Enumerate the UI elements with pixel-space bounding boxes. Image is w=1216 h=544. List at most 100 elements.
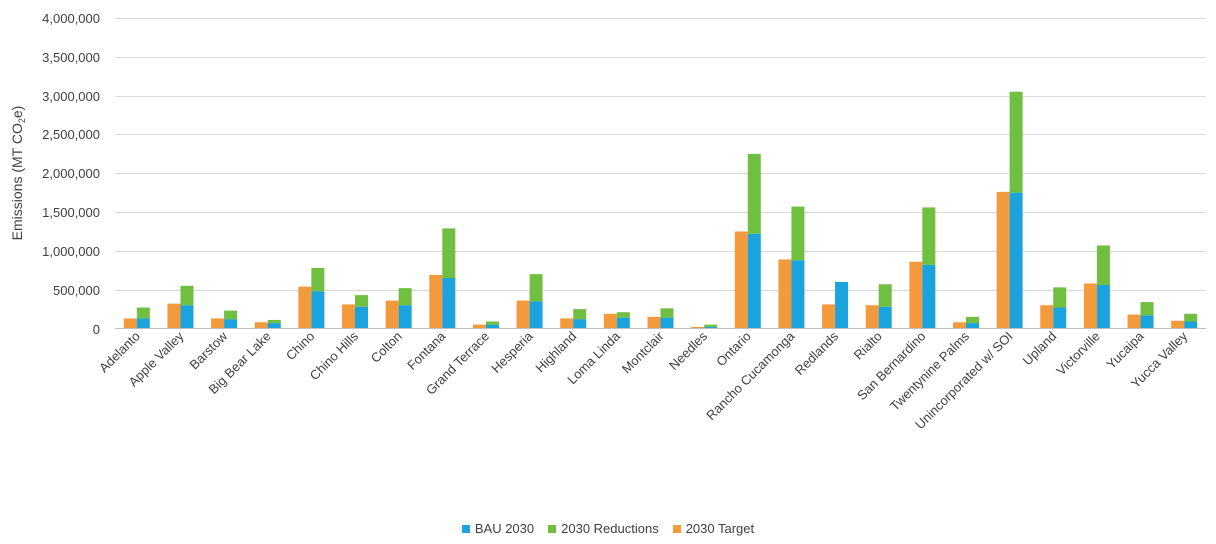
- y-axis-tick-labels: 0 500,000 1,000,000 1,500,000 2,000,000 2,500…: [42, 11, 100, 337]
- bar-bau-2030-yucca-valley: [1184, 321, 1198, 329]
- bars: [123, 91, 1198, 329]
- bar-2030-target-colton: [385, 300, 399, 329]
- bar-2030-reductions-colton: [398, 288, 412, 306]
- bar-bau-2030-san-bernardino: [922, 264, 936, 329]
- bar-2030-reductions-unincorporated-w-soi: [1009, 91, 1023, 193]
- bar-bau-2030-ontario: [747, 233, 761, 329]
- bar-2030-reductions-needles: [704, 324, 718, 327]
- bar-2030-target-chino-hills: [342, 304, 356, 329]
- bar-2030-target-twentynine-palms: [952, 322, 966, 329]
- bar-2030-reductions-apple-valley: [180, 285, 194, 306]
- y-tick-label: 0: [93, 322, 100, 337]
- bar-bau-2030-chino-hills: [355, 306, 369, 329]
- bar-bau-2030-yucaipa: [1140, 315, 1154, 329]
- legend-swatch-2030-reductions: [548, 524, 557, 533]
- bar-2030-target-highland: [560, 318, 574, 329]
- bar-bau-2030-colton: [398, 305, 412, 329]
- bar-2030-target-chino: [298, 286, 312, 329]
- bar-2030-target-san-bernardino: [909, 261, 923, 329]
- y-axis-label-subscript: 2: [17, 118, 27, 123]
- bar-bau-2030-highland: [573, 319, 587, 329]
- bar-2030-reductions-victorville: [1096, 245, 1110, 286]
- x-tick-label-montclair: Montclair: [619, 328, 667, 376]
- x-tick-label-chino: Chino: [283, 329, 318, 364]
- y-tick-label: 500,000: [53, 283, 100, 298]
- bar-2030-target-rialto: [865, 305, 879, 329]
- bar-2030-target-barstow: [211, 318, 225, 329]
- bar-bau-2030-victorville: [1096, 285, 1110, 329]
- bar-2030-target-yucca-valley: [1171, 320, 1185, 329]
- y-axis-label-end: e): [9, 106, 25, 118]
- bar-2030-reductions-yucaipa: [1140, 302, 1154, 316]
- bar-2030-reductions-fontana: [442, 228, 456, 279]
- bar-bau-2030-unincorporated-w-soi: [1009, 192, 1023, 329]
- bar-2030-target-apple-valley: [167, 303, 181, 329]
- bar-2030-reductions-barstow: [224, 310, 238, 320]
- y-tick-label: 1,000,000: [42, 244, 100, 259]
- bar-2030-target-redlands: [822, 304, 836, 329]
- bar-bau-2030-grand-terrace: [485, 324, 499, 329]
- bar-2030-reductions-grand-terrace: [485, 321, 499, 325]
- legend-item-2030-reductions: 2030 Reductions: [548, 521, 659, 536]
- x-tick-label-upland: Upland: [1020, 329, 1060, 369]
- x-tick-label-chino-hills: Chino Hills: [307, 328, 362, 383]
- x-tick-label-needles: Needles: [666, 328, 711, 373]
- bar-2030-reductions-loma-linda: [616, 312, 630, 318]
- bar-bau-2030-adelanto: [136, 318, 150, 329]
- bar-bau-2030-needles: [704, 326, 718, 329]
- x-tick-label-twentynine-palms: Twentynine Palms: [887, 328, 973, 414]
- bar-bau-2030-loma-linda: [616, 317, 630, 329]
- bar-2030-reductions-san-bernardino: [922, 207, 936, 265]
- bar-2030-target-grand-terrace: [472, 324, 486, 329]
- bar-2030-target-hesperia: [516, 300, 530, 329]
- y-axis-label: Emissions (MT CO2e): [9, 106, 27, 241]
- x-tick-label-barstow: Barstow: [186, 328, 230, 372]
- bar-2030-target-upland: [1040, 305, 1054, 329]
- x-tick-label-colton: Colton: [368, 329, 405, 366]
- bar-2030-target-victorville: [1083, 283, 1097, 329]
- bar-bau-2030-apple-valley: [180, 305, 194, 329]
- y-tick-label: 1,500,000: [42, 205, 100, 220]
- x-tick-label-rialto: Rialto: [851, 329, 885, 363]
- y-axis-label-main: Emissions (MT CO: [9, 123, 25, 240]
- bar-bau-2030-rialto: [878, 306, 892, 329]
- bar-2030-target-big-bear-lake: [254, 322, 268, 329]
- bar-2030-reductions-chino-hills: [355, 295, 369, 307]
- bar-2030-target-unincorporated-w-soi: [996, 191, 1010, 329]
- bar-2030-reductions-montclair: [660, 308, 674, 318]
- bar-2030-reductions-adelanto: [136, 307, 150, 319]
- legend: BAU 2030 2030 Reductions 2030 Target: [0, 521, 1216, 536]
- bar-2030-target-yucaipa: [1127, 314, 1141, 329]
- bar-bau-2030-chino: [311, 291, 325, 329]
- x-tick-label-ontario: Ontario: [713, 329, 754, 370]
- bar-bau-2030-montclair: [660, 317, 674, 329]
- bar-2030-target-rancho-cucamonga: [778, 259, 792, 329]
- x-tick-label-yucaipa: Yucaipa: [1103, 328, 1147, 372]
- bar-bau-2030-big-bear-lake: [267, 323, 281, 329]
- x-tick-label-fontana: Fontana: [404, 328, 449, 373]
- bar-2030-reductions-chino: [311, 267, 325, 292]
- legend-item-2030-target: 2030 Target: [672, 521, 755, 536]
- bar-bau-2030-redlands: [835, 281, 849, 329]
- bar-2030-reductions-upland: [1053, 287, 1067, 308]
- bar-2030-reductions-yucca-valley: [1184, 313, 1198, 322]
- bar-bau-2030-fontana: [442, 278, 456, 329]
- bar-bau-2030-twentynine-palms: [965, 323, 979, 329]
- bar-2030-reductions-twentynine-palms: [965, 316, 979, 324]
- legend-swatch-2030-target: [672, 524, 681, 533]
- bar-2030-target-fontana: [429, 274, 443, 329]
- legend-swatch-bau-2030: [461, 524, 470, 533]
- bar-2030-reductions-hesperia: [529, 274, 543, 302]
- bar-2030-target-needles: [691, 326, 705, 329]
- bar-2030-target-montclair: [647, 316, 661, 329]
- bar-bau-2030-upland: [1053, 307, 1067, 329]
- bar-2030-reductions-ontario: [747, 153, 761, 234]
- legend-label-2030-target: 2030 Target: [685, 521, 755, 536]
- bar-2030-target-ontario: [734, 231, 748, 329]
- y-tick-label: 2,500,000: [42, 127, 100, 142]
- bar-2030-reductions-big-bear-lake: [267, 319, 281, 324]
- y-tick-label: 3,500,000: [42, 50, 100, 65]
- bar-bau-2030-rancho-cucamonga: [791, 260, 805, 329]
